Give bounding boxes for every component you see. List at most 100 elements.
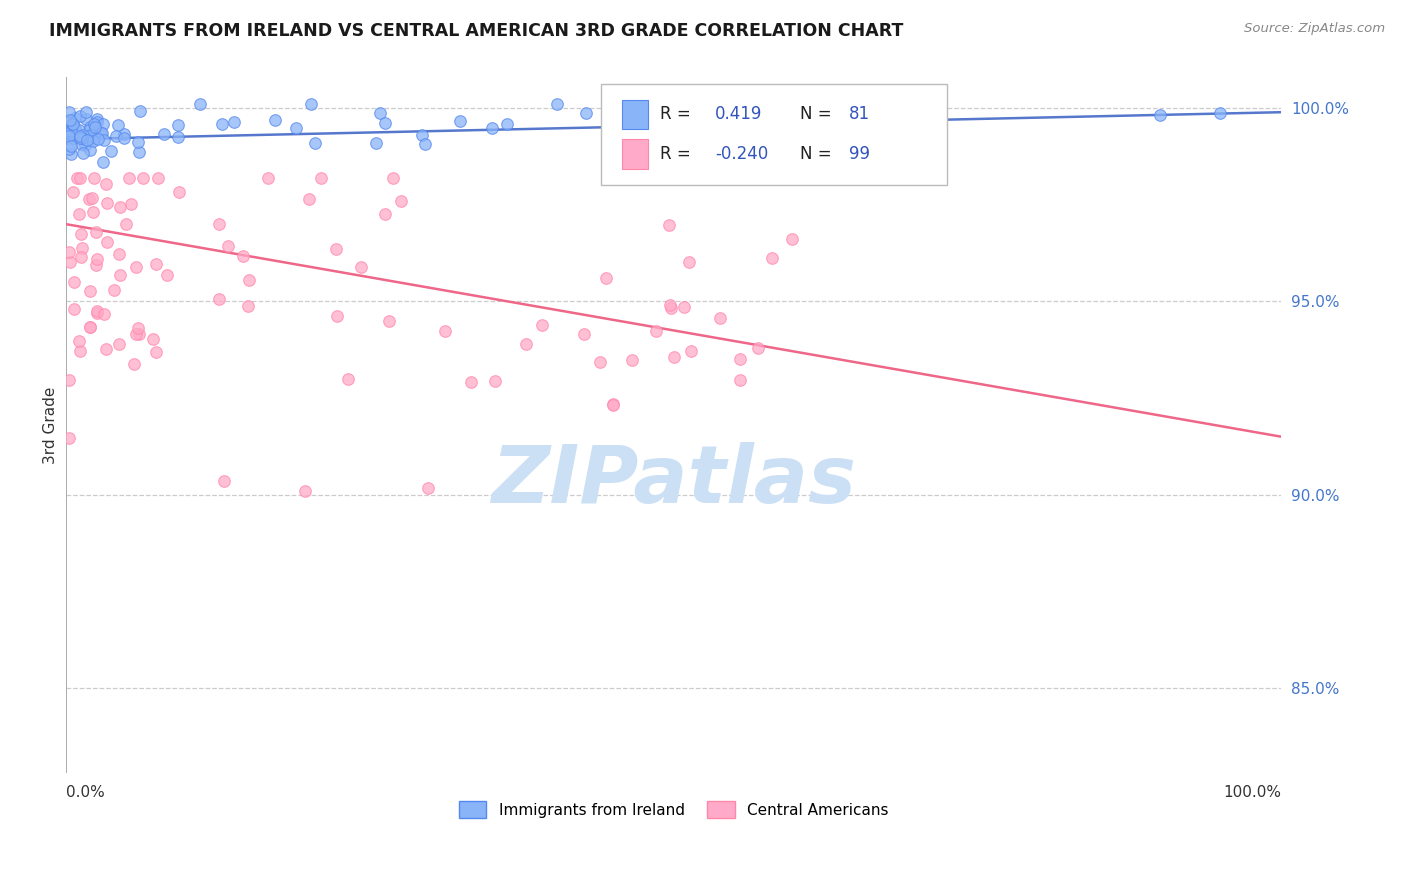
Point xyxy=(120,196,142,211)
Point xyxy=(83,117,105,131)
Point xyxy=(747,341,769,355)
Point xyxy=(76,133,98,147)
Point xyxy=(58,115,80,129)
Point xyxy=(86,252,108,267)
Bar xyxy=(621,139,648,169)
Point xyxy=(658,298,681,312)
Point xyxy=(304,136,326,150)
Point xyxy=(366,136,388,150)
Text: R =: R = xyxy=(661,105,692,123)
Point xyxy=(86,304,108,318)
Point xyxy=(378,314,401,328)
Point xyxy=(73,137,96,152)
Point xyxy=(108,268,131,283)
Text: R =: R = xyxy=(661,145,692,163)
Point xyxy=(484,374,506,388)
Bar xyxy=(621,100,648,128)
Point xyxy=(679,343,702,358)
Text: ZIPatlas: ZIPatlas xyxy=(491,442,856,520)
Point xyxy=(1149,108,1171,122)
Point xyxy=(645,324,668,338)
Point xyxy=(236,299,259,313)
Point xyxy=(58,128,80,143)
Point xyxy=(515,337,537,351)
Point xyxy=(84,225,107,239)
Point xyxy=(1209,105,1232,120)
Point xyxy=(350,260,373,275)
Point xyxy=(678,255,700,269)
Point xyxy=(91,117,114,131)
Point xyxy=(63,301,86,316)
Text: N =: N = xyxy=(800,145,832,163)
Point xyxy=(59,124,82,138)
Point xyxy=(79,320,101,334)
Point xyxy=(77,123,100,137)
Point xyxy=(75,112,97,126)
Point xyxy=(80,128,103,143)
Point xyxy=(72,146,94,161)
Text: N =: N = xyxy=(800,105,832,123)
Point xyxy=(673,301,696,315)
Point xyxy=(382,170,405,185)
Point xyxy=(153,127,176,141)
Point xyxy=(232,249,254,263)
Point xyxy=(59,138,82,153)
Point xyxy=(212,475,235,489)
Point xyxy=(658,170,681,185)
Point xyxy=(84,130,107,145)
Point xyxy=(108,200,131,214)
Point xyxy=(66,170,89,185)
Point xyxy=(63,120,86,135)
Point xyxy=(368,105,391,120)
Point xyxy=(309,170,332,185)
Point xyxy=(82,191,104,205)
Point xyxy=(128,103,150,118)
Point xyxy=(63,275,86,289)
Point xyxy=(434,324,457,338)
Point xyxy=(93,307,115,321)
Point xyxy=(96,196,118,211)
Legend: Immigrants from Ireland, Central Americans: Immigrants from Ireland, Central America… xyxy=(453,796,894,824)
Point xyxy=(780,232,803,246)
Point xyxy=(90,126,112,140)
Point xyxy=(58,373,80,387)
Point xyxy=(662,351,685,365)
Point xyxy=(59,113,82,128)
Point xyxy=(100,145,122,159)
Point xyxy=(326,310,349,324)
Point xyxy=(72,128,94,142)
Point xyxy=(222,115,245,129)
Point xyxy=(69,170,91,185)
Text: IMMIGRANTS FROM IRELAND VS CENTRAL AMERICAN 3RD GRADE CORRELATION CHART: IMMIGRANTS FROM IRELAND VS CENTRAL AMERI… xyxy=(49,22,904,40)
Text: 0.419: 0.419 xyxy=(716,105,762,123)
Point xyxy=(709,311,731,326)
Point xyxy=(79,128,101,142)
Point xyxy=(75,105,97,120)
Point xyxy=(637,170,659,185)
Point xyxy=(115,217,138,231)
Point xyxy=(374,116,396,130)
Point xyxy=(188,97,211,112)
FancyBboxPatch shape xyxy=(600,85,948,186)
Point xyxy=(146,170,169,185)
Point xyxy=(69,128,91,143)
Point xyxy=(58,124,80,138)
Point xyxy=(67,123,90,137)
Point xyxy=(70,227,93,242)
Point xyxy=(83,126,105,140)
Point xyxy=(413,137,436,152)
Point xyxy=(58,245,80,260)
Point xyxy=(58,431,80,445)
Text: -0.240: -0.240 xyxy=(716,145,768,163)
Point xyxy=(125,327,148,342)
Point xyxy=(574,105,596,120)
Point xyxy=(69,250,91,264)
Point xyxy=(761,252,783,266)
Point xyxy=(59,255,82,269)
Point xyxy=(449,114,471,128)
Point xyxy=(93,133,115,147)
Point xyxy=(77,193,100,207)
Point xyxy=(127,320,149,334)
Point xyxy=(63,131,86,145)
Point xyxy=(104,128,127,143)
